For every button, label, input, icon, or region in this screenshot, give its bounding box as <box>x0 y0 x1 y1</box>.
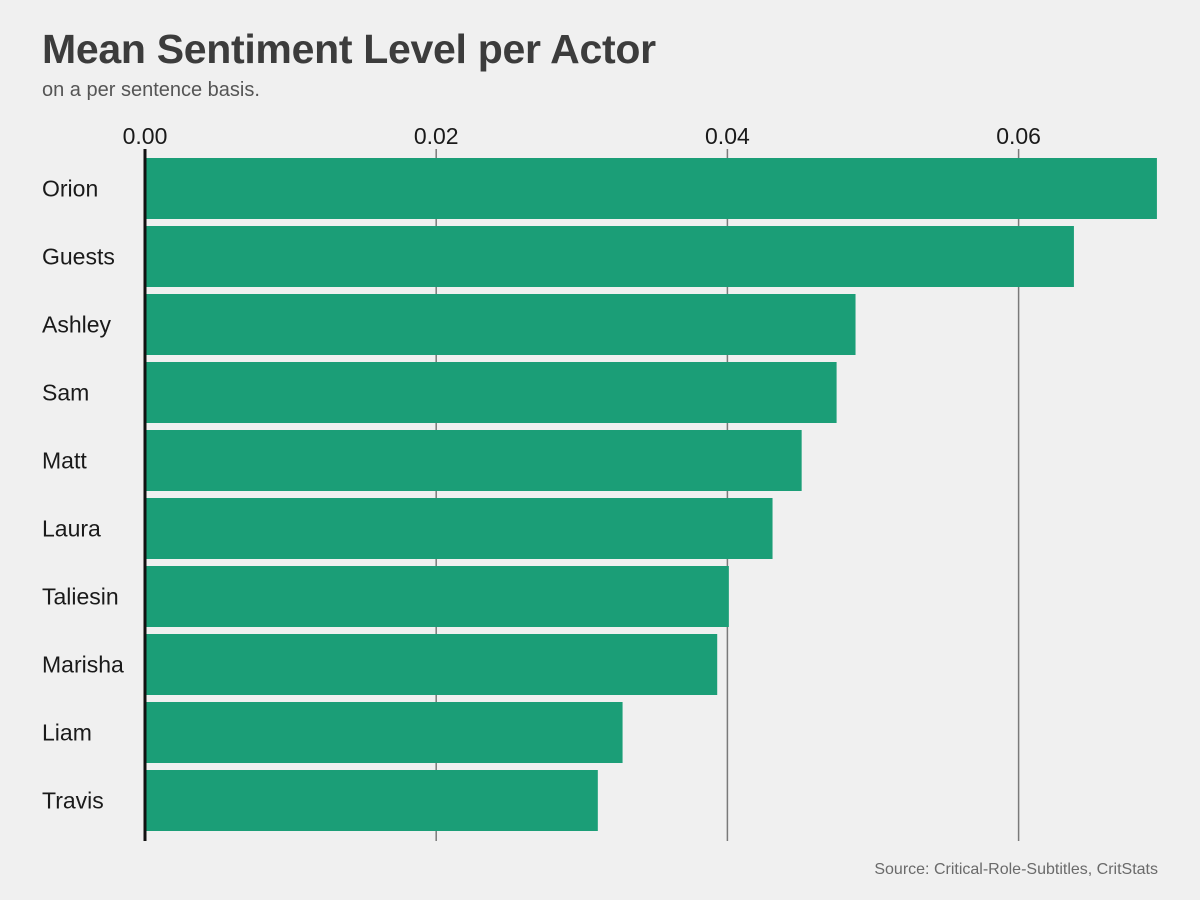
x-tick-label: 0.06 <box>996 123 1041 149</box>
bar-liam <box>145 702 623 763</box>
category-label: Matt <box>42 448 87 474</box>
bar-travis <box>145 770 598 831</box>
x-tick-label: 0.00 <box>123 123 168 149</box>
category-label: Sam <box>42 380 89 406</box>
bar-matt <box>145 430 802 491</box>
source-note: Source: Critical-Role-Subtitles, CritSta… <box>874 861 1158 878</box>
chart-subtitle: on a per sentence basis. <box>42 79 260 101</box>
bar-sam <box>145 362 837 423</box>
bar-orion <box>145 158 1157 219</box>
bar-laura <box>145 498 773 559</box>
category-label: Ashley <box>42 312 112 338</box>
category-label: Marisha <box>42 652 124 678</box>
category-label: Laura <box>42 516 101 542</box>
category-label: Guests <box>42 244 115 270</box>
bar-taliesin <box>145 566 729 627</box>
x-tick-label: 0.02 <box>414 123 459 149</box>
category-label: Travis <box>42 788 104 814</box>
category-label: Orion <box>42 176 98 202</box>
bar-marisha <box>145 634 718 695</box>
labels: 0.00 0.02 0.04 0.06 Orion Guests Ashley Sam Matt… <box>42 123 1041 814</box>
bars <box>145 158 1157 831</box>
category-label: Liam <box>42 720 92 746</box>
bar-guests <box>145 226 1074 287</box>
chart-title: Mean Sentiment Level per Actor <box>42 26 656 72</box>
x-tick-label: 0.04 <box>705 123 750 149</box>
bar-ashley <box>145 294 856 355</box>
category-label: Taliesin <box>42 584 119 610</box>
